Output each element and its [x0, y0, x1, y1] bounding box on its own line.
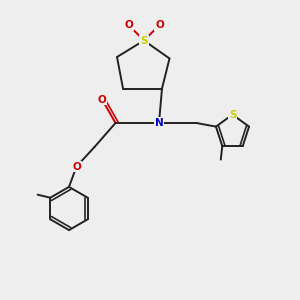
Text: O: O	[98, 94, 106, 105]
Text: O: O	[124, 20, 133, 30]
Text: O: O	[72, 161, 81, 172]
Text: S: S	[140, 35, 148, 46]
Text: S: S	[229, 110, 236, 120]
Text: N: N	[154, 118, 164, 128]
Text: O: O	[155, 20, 164, 30]
